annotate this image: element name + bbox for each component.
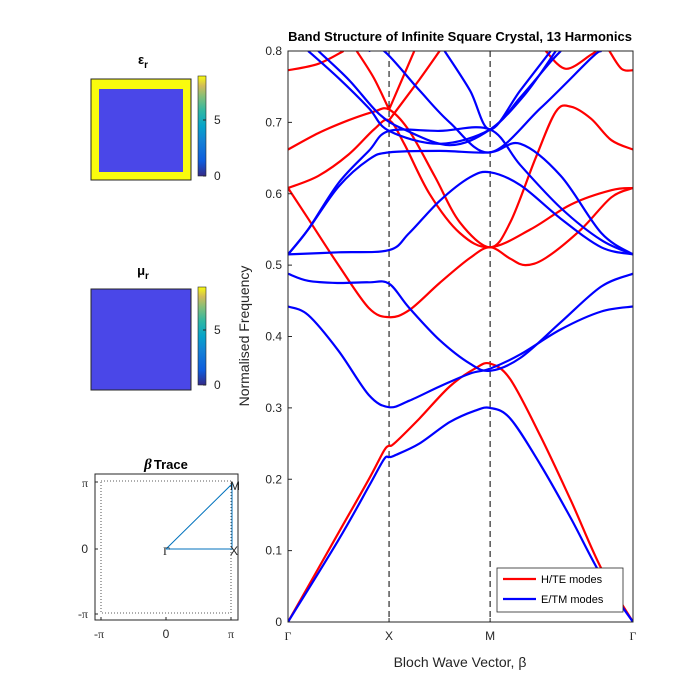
trace-ytick-pi: π [82,476,88,490]
band-legend: H/TE modes E/TM modes [496,567,624,613]
band-xlabel: Bloch Wave Vector, β [394,654,527,670]
y-tick-label-1: 0.1 [265,544,282,558]
mu-panel: μr 0 5 [90,263,221,392]
epsilon-cbar-tick-5: 5 [214,113,221,127]
x-tick-label-0: Γ [285,629,292,643]
epsilon-inner-region [99,89,183,172]
epsilon-colorbar [197,75,207,177]
tm-band-4 [288,141,633,256]
legend-box [496,567,624,613]
tm-band-8 [368,51,602,154]
trace-xtick-zero: 0 [163,627,170,641]
te-band-8 [544,51,597,70]
x-tick-label-2: M [485,629,495,643]
tm-band-1 [288,305,633,409]
mu-title: μr [137,263,149,282]
te-band-3 [288,104,633,249]
band-title: Band Structure of Infinite Square Crysta… [288,29,632,44]
te-band-4 [288,51,345,72]
epsilon-cbar-tick-0: 0 [214,169,221,183]
band-y-ticks: 0 0.1 0.2 0.3 0.4 0.5 0.6 0.7 0.8 [265,44,292,629]
te-band-2 [288,118,633,249]
y-tick-label-8: 0.8 [265,44,282,58]
trace-xtick-pi: π [228,627,234,641]
tm-band-0 [288,406,633,622]
y-tick-label-6: 0.6 [265,187,282,201]
te-band-1 [288,186,633,319]
legend-label-te: H/TE modes [541,574,603,586]
y-tick-label-0: 0 [275,615,282,629]
mu-cbar-tick-5: 5 [214,323,221,337]
mu-colorbar [197,286,207,386]
band-curves [288,51,633,622]
trace-xtick-minus-pi: -π [94,627,104,641]
legend-label-tm: E/TM modes [541,594,604,606]
brillouin-zone-boundary [100,480,232,614]
te-band-9 [608,51,633,72]
trace-label-gamma: Γ [163,544,170,558]
te-band-0 [288,361,633,622]
tm-band-3 [288,170,633,256]
epsilon-panel: εr 0 5 [90,52,221,183]
mu-inner-region [90,288,192,391]
beta-trace-path [165,482,233,550]
x-tick-label-3: Γ [630,629,637,643]
te-band-5 [355,51,391,110]
tm-band-5 [288,126,633,256]
y-tick-label-7: 0.7 [265,115,282,129]
trace-ytick-minus-pi: -π [78,607,88,621]
te-band-6 [388,51,416,110]
tm-band-2 [288,272,633,373]
trace-label-x: X [230,544,238,558]
y-tick-label-5: 0.5 [265,258,282,272]
band-ylabel: Normalised Frequency [236,266,252,407]
x-tick-label-1: X [385,629,393,643]
y-tick-label-2: 0.2 [265,472,282,486]
tm-band-9 [443,51,552,131]
epsilon-title: εr [138,52,148,71]
trace-ytick-zero: 0 [81,542,88,556]
mu-cbar-tick-0: 0 [214,378,221,392]
y-tick-label-4: 0.4 [265,330,282,344]
high-symmetry-lines [388,51,634,622]
band-structure-plot: Band Structure of Infinite Square Crysta… [236,29,637,670]
beta-trace-panel: β Trace Γ X M -π 0 π -π 0 π [78,457,240,641]
te-band-7 [388,51,441,121]
trace-label-m: M [230,479,240,493]
y-tick-label-3: 0.3 [265,401,282,415]
tm-band-7 [317,51,557,147]
beta-trace-title: β Trace [143,457,188,473]
